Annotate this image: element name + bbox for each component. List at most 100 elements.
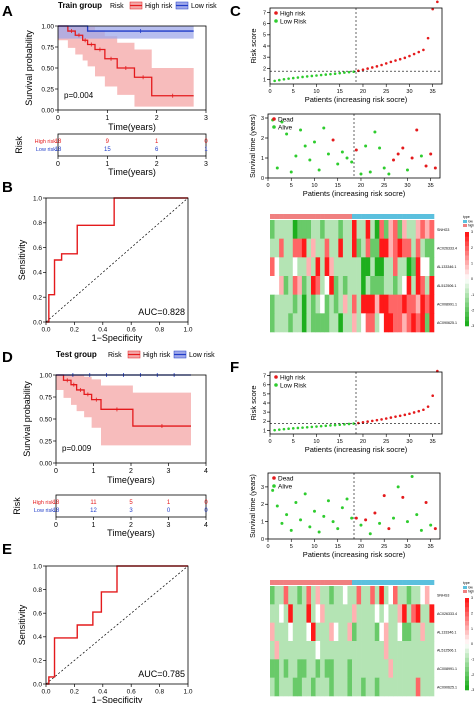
heatmap-annotation-cell — [347, 214, 353, 219]
risk-score-point — [384, 62, 388, 65]
heatmap-row-label: AC026333.4 — [437, 612, 457, 616]
risk-xtick-label: 15 — [337, 89, 343, 95]
heatmap-scale-step — [465, 246, 469, 252]
heatmap-cell — [406, 659, 412, 678]
status-legend-dot — [272, 484, 276, 488]
heatmap-annotation-cell — [406, 580, 412, 585]
risk-legend-label: High risk — [280, 375, 306, 382]
heatmap-annotation-cell — [424, 214, 430, 219]
heatmap-annotation-cell — [393, 580, 398, 585]
heatmap-cell — [370, 220, 376, 239]
heatmap-cell — [397, 622, 403, 642]
heatmap-cell — [292, 257, 298, 277]
heatmap-cell — [397, 238, 403, 258]
heatmap-scale-label: 3 — [471, 230, 473, 234]
heatmap-annotation-cell — [279, 580, 284, 585]
status-legend-dot — [272, 476, 276, 480]
status-xtick-label: 25 — [381, 544, 387, 550]
heatmap-cell — [292, 622, 298, 642]
heatmap-cell — [393, 257, 398, 277]
status-ytick-label: 3 — [261, 485, 264, 491]
heatmap-row-label: AC090625.1 — [437, 685, 457, 689]
km-xtick-label: 3 — [167, 468, 171, 475]
heatmap-cell — [379, 238, 385, 258]
status-legend-label: Alive — [278, 125, 292, 132]
heatmap-cell — [415, 313, 421, 333]
heatmap-cell — [424, 659, 430, 678]
heatmap-scale-step — [465, 279, 469, 284]
risk-xlabel: Patients (increasing risk socre) — [305, 445, 408, 454]
status-point — [424, 164, 428, 168]
status-point — [285, 132, 289, 136]
heatmap-annotation-cell — [315, 214, 321, 219]
heatmap-cell — [429, 220, 435, 239]
risk-ytick-label: 3 — [263, 55, 266, 61]
heatmap-cell — [374, 677, 380, 697]
heatmap-annotation-cell — [383, 580, 389, 585]
heatmap-cell — [288, 238, 294, 258]
heatmap-cell — [415, 257, 421, 277]
heatmap-cell — [279, 586, 284, 605]
heatmap-cell — [315, 677, 321, 697]
heatmap-scale-step — [465, 598, 469, 603]
heatmap-cell — [311, 622, 316, 642]
risk-xtick-label: 10 — [313, 89, 319, 95]
status-point — [345, 156, 349, 160]
roc-ytick-label: 0.8 — [33, 587, 42, 594]
heatmap-cell — [347, 238, 353, 258]
heatmap-cell — [338, 659, 344, 678]
heatmap-annotation-cell — [306, 580, 312, 585]
roc-diagonal — [45, 197, 189, 323]
heatmap-cell — [347, 313, 353, 333]
heatmap-cell — [365, 677, 371, 697]
heatmap-annotation-cell — [347, 580, 353, 585]
heatmap-cell — [306, 586, 312, 605]
heatmap-scale-label: -1 — [471, 658, 474, 662]
status-legend-label: Dead — [278, 476, 294, 483]
heatmap-cell — [374, 622, 380, 642]
heatmap-cell — [301, 238, 307, 258]
status-point — [340, 150, 344, 154]
risk-table-xlabel: Time(years) — [107, 528, 155, 538]
heatmap-cell — [388, 238, 394, 258]
roc-frame — [45, 197, 189, 323]
heatmap-cell — [370, 677, 376, 697]
heatmap-cell — [393, 677, 398, 697]
heatmap-cell — [292, 659, 298, 678]
heatmap-cell — [301, 313, 307, 333]
risk-score-point — [305, 75, 309, 78]
status-ytick-label: 3 — [261, 116, 264, 122]
heatmap-cell — [352, 659, 357, 678]
status-xtick-label: 0 — [266, 544, 269, 550]
heatmap-cell — [365, 257, 371, 277]
heatmap-annotation-cell — [333, 214, 339, 219]
heatmap-cell — [424, 294, 430, 314]
heatmap-cell — [338, 622, 344, 642]
heatmap-legend-swatch — [463, 590, 467, 593]
heatmap-annotation-cell — [329, 580, 335, 585]
status-point — [359, 523, 363, 527]
km-ytick-label: 0.50 — [39, 416, 52, 423]
heatmap-cell — [279, 659, 284, 678]
heatmap-cell — [402, 220, 407, 239]
heatmap-cell — [301, 622, 307, 642]
risk-score-point — [380, 63, 383, 67]
status-point — [331, 520, 335, 524]
risk-score-point — [282, 78, 286, 81]
heatmap-cell — [270, 257, 275, 277]
heatmap-cell — [352, 622, 357, 642]
risk-xtick-label: 0 — [268, 439, 271, 445]
heatmap-cell — [333, 586, 339, 605]
heatmap-row-label: AL133346.1 — [437, 630, 456, 634]
km-ytick-label: 0.75 — [39, 394, 52, 401]
heatmap-annotation-cell — [320, 580, 325, 585]
heatmap-cell — [347, 622, 353, 642]
status-point — [308, 525, 312, 529]
risk-table-xtick-label: 1 — [92, 522, 96, 529]
heatmap-cell — [420, 622, 426, 642]
km-legend-label: High risk — [145, 3, 173, 10]
status-point — [289, 170, 293, 174]
heatmap-annotation-cell — [415, 580, 421, 585]
heatmap-cell — [320, 659, 325, 678]
heatmap-cell — [370, 586, 376, 605]
